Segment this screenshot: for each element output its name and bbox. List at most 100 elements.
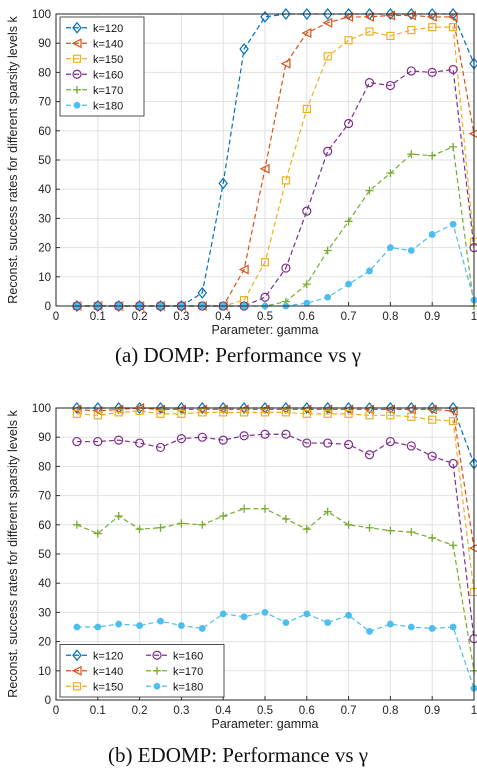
x-tick-label: 0.9 — [424, 311, 440, 323]
data-point — [366, 267, 373, 275]
data-point — [302, 525, 311, 534]
x-tick-label: 0.5 — [257, 705, 273, 717]
data-point — [134, 402, 145, 414]
y-tick-label: 0 — [45, 301, 51, 313]
data-point — [385, 10, 395, 21]
legend-item: k=180 — [146, 681, 203, 693]
data-point — [364, 11, 375, 22]
data-point — [322, 17, 333, 28]
legend-label: k=160 — [173, 650, 203, 662]
legend-label: k=140 — [93, 38, 123, 50]
data-point — [281, 408, 290, 417]
data-point — [260, 258, 270, 267]
x-tick-label: 0.8 — [382, 311, 398, 323]
data-point — [239, 43, 249, 56]
data-point — [197, 432, 207, 442]
data-point — [323, 146, 333, 156]
series-k=160 — [72, 429, 477, 644]
data-point — [449, 220, 457, 228]
x-tick-label: 0 — [53, 705, 59, 717]
data-point — [261, 609, 269, 616]
data-point — [366, 627, 373, 635]
data-point — [238, 264, 249, 275]
y-tick-label: 40 — [38, 184, 51, 196]
data-point — [177, 409, 186, 418]
data-point — [407, 412, 416, 421]
data-point — [260, 408, 270, 417]
data-point — [239, 431, 249, 441]
data-point — [344, 520, 353, 529]
data-point — [405, 10, 416, 21]
data-point — [345, 611, 353, 619]
data-point — [198, 408, 207, 417]
data-point — [115, 620, 123, 628]
data-point — [386, 169, 395, 178]
data-point — [323, 409, 332, 418]
data-point — [407, 150, 416, 159]
data-point — [301, 28, 312, 38]
data-point — [281, 514, 290, 523]
x-tick-label: 1 — [471, 311, 477, 323]
legend-marker — [72, 682, 82, 691]
legend-label: k=170 — [93, 85, 123, 97]
data-point — [427, 67, 437, 78]
data-point — [280, 58, 291, 69]
data-point — [72, 436, 82, 447]
data-point — [428, 415, 437, 424]
data-point — [219, 408, 228, 417]
data-point — [322, 8, 333, 20]
data-point — [449, 23, 458, 32]
data-point — [260, 429, 270, 439]
data-point — [281, 176, 290, 185]
x-tick-label: 0.5 — [257, 311, 273, 323]
data-point — [448, 64, 458, 75]
x-tick-label: 0 — [53, 311, 59, 323]
legend-label: k=180 — [93, 100, 123, 112]
chart-domp: 0 0.1 0.2 0.3 0.4 0.5 0.6 0.7 0.8 0.9 101020304050… — [6, 8, 477, 337]
x-axis-label: Parameter: gamma — [212, 717, 319, 731]
y-tick-label: 20 — [38, 637, 51, 649]
x-tick-label: 0.8 — [382, 705, 398, 717]
legend-item: k=140 — [66, 666, 123, 678]
data-point — [156, 523, 165, 532]
legend-item: k=140 — [66, 38, 123, 50]
legend-label: k=180 — [173, 681, 203, 693]
data-point — [302, 280, 311, 289]
x-tick-label: 0.2 — [132, 705, 148, 717]
legend-item: k=120 — [66, 649, 123, 662]
x-tick-label: 0.7 — [341, 705, 357, 717]
data-point — [343, 404, 354, 415]
data-point — [449, 417, 458, 426]
data-point — [449, 142, 458, 151]
legend-item: k=150 — [66, 54, 123, 66]
legend-item: k=170 — [66, 85, 123, 97]
legend-marker — [72, 21, 82, 34]
data-point — [324, 619, 332, 627]
y-tick-label: 70 — [38, 491, 51, 503]
data-point — [386, 244, 394, 252]
data-point — [322, 404, 333, 415]
x-tick-label: 0.7 — [341, 311, 357, 323]
data-point — [93, 411, 102, 420]
data-point — [114, 435, 124, 445]
series-k=150 — [72, 406, 477, 597]
data-point — [449, 541, 458, 550]
legend-box — [59, 644, 225, 698]
series-line — [76, 611, 475, 689]
data-point — [324, 293, 332, 301]
data-point — [155, 442, 166, 453]
legend-label: k=140 — [93, 666, 123, 678]
data-point — [197, 286, 208, 299]
legend-marker — [71, 665, 82, 676]
data-point — [259, 163, 270, 174]
data-point — [323, 438, 333, 448]
data-point — [240, 613, 248, 621]
y-tick-label: 60 — [38, 126, 51, 138]
legend-marker — [72, 649, 82, 662]
legend-item: k=180 — [66, 100, 123, 112]
data-point — [365, 186, 374, 195]
data-point — [386, 411, 395, 420]
data-point — [282, 619, 290, 627]
axes-frame — [55, 407, 475, 701]
